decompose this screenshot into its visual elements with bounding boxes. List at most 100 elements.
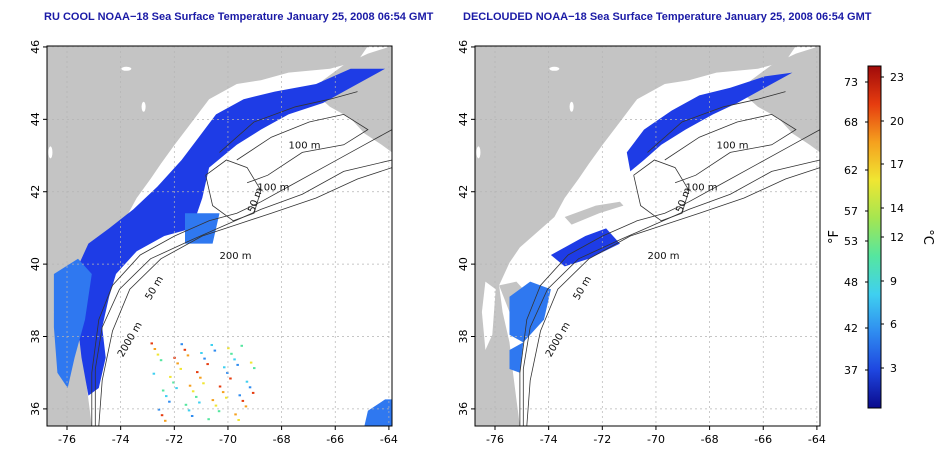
x-tick-label: -66: [754, 433, 772, 446]
sst-cloud-speck: [233, 358, 236, 361]
lake: [549, 66, 560, 71]
contour-100m-gulf: [236, 113, 369, 184]
celsius-tick: 12: [890, 231, 904, 244]
sst-cloud-speck: [207, 418, 210, 421]
sst-midatlantic: [53, 258, 92, 388]
sst-gulfstream-edge: [364, 399, 392, 426]
sst-cloud-speck: [156, 353, 160, 356]
y-tick-label: 36: [457, 402, 470, 416]
x-tick-label: -68: [273, 433, 291, 446]
sst-cloud-speck: [199, 376, 202, 379]
sst-cloud-speck: [248, 386, 252, 389]
fahrenheit-tick: 53: [844, 235, 858, 248]
y-tick-label: 42: [29, 185, 42, 199]
sst-cloud-speck: [229, 377, 232, 380]
sst-cloud-speck: [227, 347, 230, 350]
x-tick-label: -74: [112, 433, 130, 446]
sst-cloud-speck: [157, 408, 161, 411]
sst-cloud-speck: [198, 401, 201, 404]
left-panel-title: RU COOL NOAA−18 Sea Surface Temperature …: [44, 11, 434, 23]
colorbar-gradient: [867, 65, 882, 409]
lake: [476, 146, 481, 159]
sst-cloud-speck: [237, 419, 240, 421]
nova-scotia: [740, 46, 820, 153]
fahrenheit-tick: 68: [844, 116, 858, 129]
long-island: [564, 201, 624, 225]
sst-cloud-speck: [202, 382, 205, 385]
y-tick-label: 46: [457, 40, 470, 54]
y-tick-label: 44: [457, 112, 470, 126]
fahrenheit-unit-label: °F: [827, 230, 842, 244]
fahrenheit-tick: 62: [844, 164, 858, 177]
contour-100m-inner: [219, 91, 358, 153]
x-tick-label: -70: [219, 433, 237, 446]
sst-va-patch: [509, 342, 524, 373]
contour-label: 200 m: [648, 251, 680, 262]
fahrenheit-tick: 42: [844, 322, 858, 335]
contour-label: 100 m: [686, 182, 718, 193]
sst-cloud-speck: [172, 381, 175, 384]
sst-cloud-speck: [244, 405, 248, 408]
y-tick-label: 38: [457, 330, 470, 344]
sst-cloud-speck: [223, 366, 226, 369]
contour-label: 100 m: [717, 141, 749, 152]
sst-cloud-speck: [150, 342, 153, 345]
sst-cloud-speck: [176, 362, 179, 365]
sst-cloud-speck: [196, 371, 199, 374]
sst-cloud-speck: [179, 367, 182, 370]
sst-cloud-speck: [203, 357, 206, 360]
sst-cloud-speck: [175, 387, 178, 390]
x-tick-label: -68: [701, 433, 719, 446]
sst-cloud-speck: [234, 413, 237, 416]
sst-cloud-speck: [206, 363, 209, 366]
x-tick-label: -64: [808, 433, 826, 446]
mainland: [47, 46, 368, 426]
sst-cloud-speck: [213, 349, 217, 352]
sst-cloud-speck: [217, 410, 221, 413]
fahrenheit-tick: 73: [844, 76, 858, 89]
mainland: [475, 46, 796, 426]
sst-cloud-speck: [249, 361, 253, 364]
sst-cloud-speck: [188, 384, 192, 387]
fahrenheit-tick: 48: [844, 276, 858, 289]
y-tick-label: 38: [29, 330, 42, 344]
x-tick-label: -76: [58, 433, 76, 446]
sst-cloud-speck: [253, 367, 256, 370]
right-panel-title: DECLOUDED NOAA−18 Sea Surface Temperatur…: [463, 11, 872, 23]
sst-cloud-speck: [245, 380, 249, 383]
sst-cloud-speck: [191, 390, 195, 393]
sst-cloud-speck: [238, 394, 241, 397]
sst-cloud-speck: [190, 415, 194, 417]
sst-cloud-speck: [230, 352, 233, 355]
sst-coastal-band: [71, 68, 386, 396]
celsius-tick: 6: [890, 318, 897, 331]
celsius-tick: 17: [890, 158, 904, 171]
sst-patch: [185, 213, 220, 244]
x-tick-label: -76: [486, 433, 504, 446]
sst-cloud-speck: [221, 391, 225, 394]
celsius-tick: 9: [890, 275, 897, 288]
sst-cloud-speck: [211, 399, 215, 402]
y-tick-label: 42: [457, 185, 470, 199]
sst-cloud-speck: [159, 359, 163, 362]
sst-cloud-speck: [200, 352, 203, 354]
contour-50m: [519, 129, 821, 426]
sst-cloud-speck: [161, 389, 165, 392]
sst-cloud-speck: [240, 344, 243, 347]
sst-cloud-speck: [164, 419, 167, 422]
x-tick-label: -72: [165, 433, 183, 446]
sst-cloud-speck: [186, 354, 190, 357]
lake: [121, 66, 132, 71]
sst-cloud-speck: [251, 391, 255, 394]
x-tick-label: -64: [380, 433, 398, 446]
sst-cloud-speck: [214, 404, 218, 407]
sst-cloud-speck: [153, 348, 157, 350]
sst-cloud-speck: [210, 344, 213, 346]
contour-georges-bank: [633, 159, 690, 222]
x-tick-label: -70: [647, 433, 665, 446]
lake: [48, 146, 53, 159]
